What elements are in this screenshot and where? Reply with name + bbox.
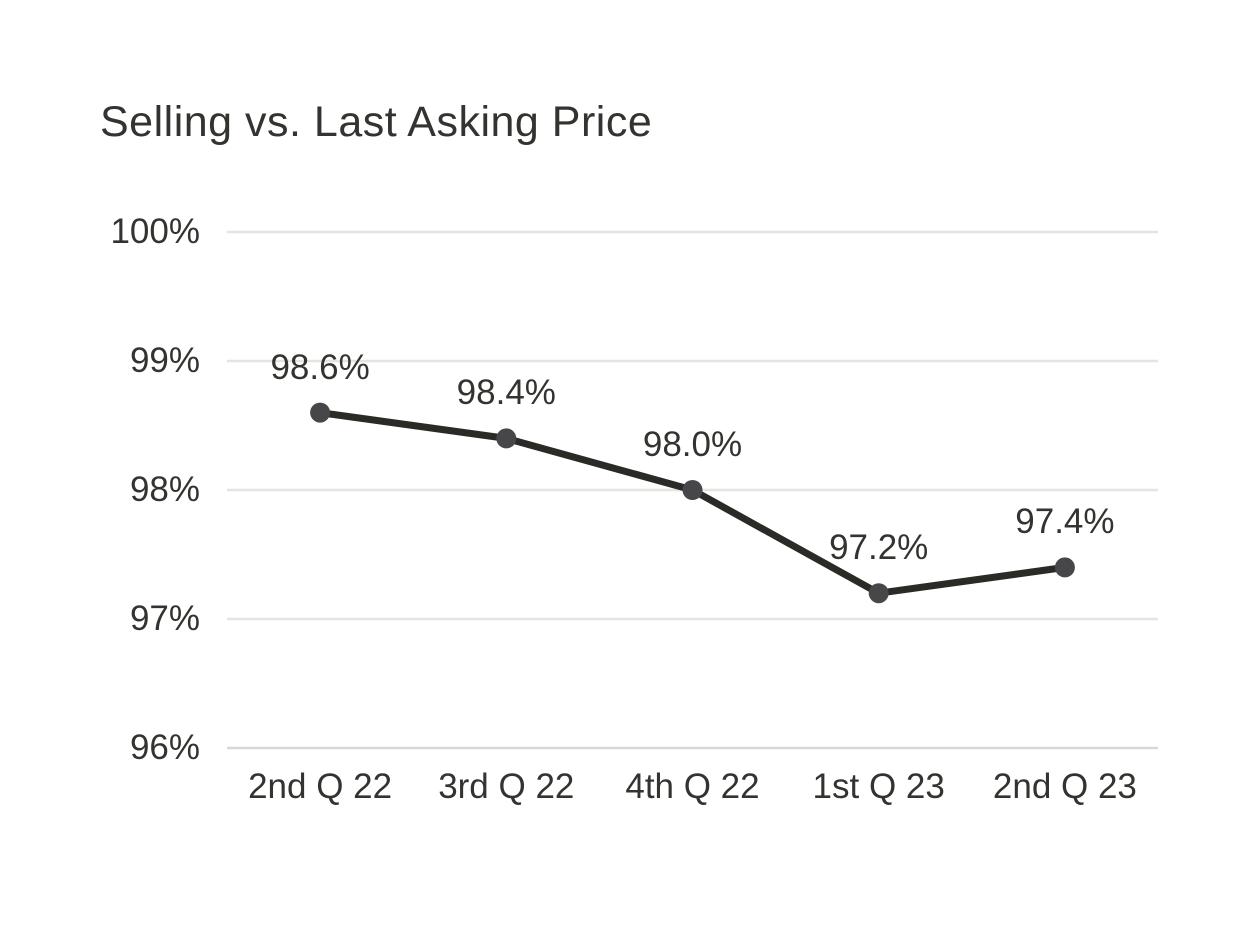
- data-point-label: 98.0%: [642, 425, 743, 464]
- data-point-marker: [682, 480, 703, 500]
- x-axis-category-label: 1st Q 23: [812, 767, 945, 806]
- data-point-label: 97.4%: [1015, 502, 1115, 542]
- x-axis-category-label: 4th Q 22: [625, 767, 760, 806]
- data-point-marker: [496, 428, 517, 449]
- data-point-marker: [310, 402, 331, 423]
- chart-title: Selling vs. Last Asking Price: [100, 98, 653, 146]
- x-axis-category-label: 2nd Q 22: [248, 767, 393, 806]
- y-axis-tick-label: 100%: [110, 212, 200, 251]
- y-axis-tick-label: 96%: [129, 728, 200, 767]
- data-point-marker: [1054, 557, 1075, 578]
- data-point-label: 98.4%: [456, 373, 556, 413]
- y-axis-tick-label: 98%: [129, 470, 200, 509]
- data-point-label: 98.6%: [270, 347, 370, 387]
- x-axis-category-label: 2nd Q 23: [992, 767, 1137, 806]
- x-axis-category-label: 3rd Q 22: [438, 767, 575, 806]
- y-axis-tick-label: 97%: [129, 599, 200, 638]
- data-point-label: 97.2%: [829, 528, 929, 568]
- data-point-marker: [868, 583, 889, 604]
- y-axis-tick-label: 99%: [129, 341, 200, 380]
